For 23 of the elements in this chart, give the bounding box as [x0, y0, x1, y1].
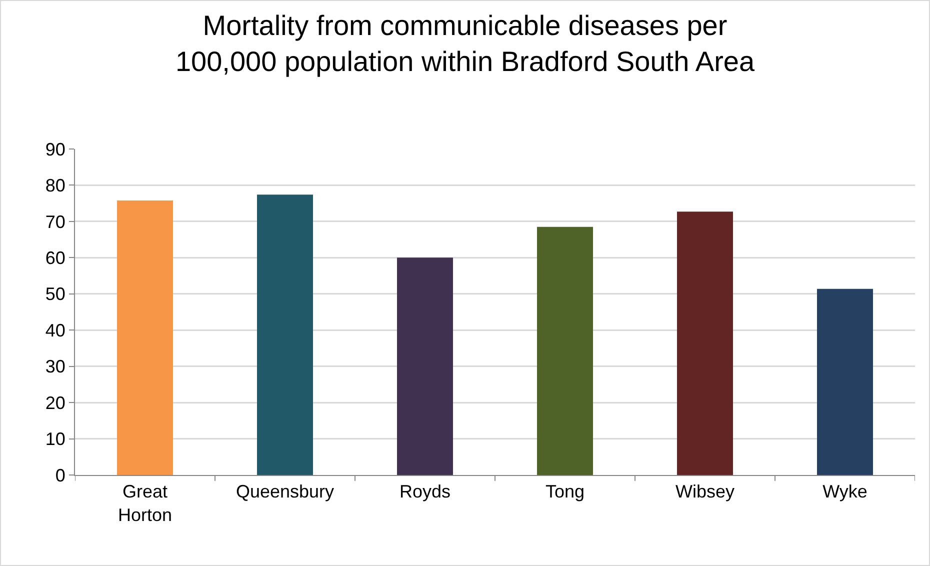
bar [117, 200, 173, 475]
x-tick-label: Tong [545, 482, 585, 502]
bar [817, 288, 873, 475]
x-tick-label: Great Horton [118, 482, 172, 525]
chart-title: Mortality from communicable diseases per 100,000 population within Bradford South Area [175, 10, 755, 78]
y-tick-label: 50 [45, 284, 66, 304]
y-tick-label: 10 [45, 429, 66, 450]
x-tick-label: Queensbury [236, 482, 334, 502]
y-tick-label: 90 [45, 139, 66, 160]
x-tick-label: Wyke [822, 482, 868, 502]
bar [537, 226, 593, 475]
x-tick-label: Royds [399, 482, 451, 502]
y-tick-label: 60 [45, 248, 66, 268]
y-tick-label: 80 [45, 176, 66, 196]
y-tick-label: 40 [45, 320, 66, 340]
y-tick-label: 20 [45, 392, 66, 413]
y-tick-label: 0 [55, 465, 66, 486]
bar [397, 258, 453, 475]
bar [677, 212, 733, 475]
x-tick-label: Wibsey [675, 482, 735, 502]
bar [257, 194, 313, 475]
y-tick-label: 30 [45, 356, 66, 377]
y-tick-label: 70 [45, 212, 66, 232]
